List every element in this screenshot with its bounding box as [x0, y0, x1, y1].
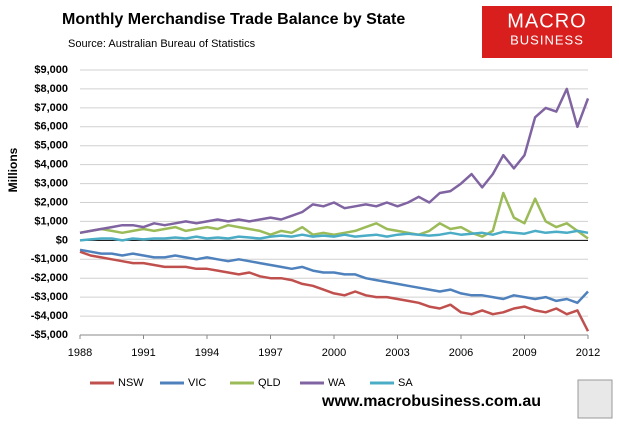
footer: www.macrobusiness.com.au — [321, 393, 541, 410]
x-tick-label: 2009 — [512, 347, 536, 359]
y-tick-label: $6,000 — [34, 121, 68, 133]
logo-box — [482, 6, 612, 58]
series-line — [79, 250, 590, 332]
legend-label: NSW — [118, 377, 144, 389]
x-tick-label: 2006 — [449, 347, 473, 359]
series-line — [79, 229, 589, 242]
x-tick-label: 2003 — [385, 347, 409, 359]
y-tick-label: -$5,000 — [31, 329, 68, 341]
x-tick-label: 2012 — [576, 347, 600, 359]
x-tick-label: 1994 — [195, 347, 219, 359]
y-tick-label: -$1,000 — [31, 253, 68, 265]
x-tick-label: 2000 — [322, 347, 346, 359]
y-tick-label: $1,000 — [34, 215, 68, 227]
x-tick-label: 1991 — [131, 347, 155, 359]
y-axis-label: Millions — [6, 147, 20, 192]
series-line — [79, 248, 589, 305]
y-tick-label: $3,000 — [34, 177, 68, 189]
y-tick-label: $9,000 — [34, 64, 68, 76]
y-tick-label: -$4,000 — [31, 310, 68, 322]
series-line — [79, 191, 589, 240]
y-tick-label: $7,000 — [34, 102, 68, 114]
legend-label: VIC — [188, 377, 206, 389]
series-line — [79, 87, 590, 235]
chart-subtitle: Source: Australian Bureau of Statistics — [68, 38, 256, 50]
chart-title: Monthly Merchandise Trade Balance by Sta… — [62, 11, 405, 28]
y-tick-label: $4,000 — [34, 159, 68, 171]
legend-label: WA — [328, 377, 346, 389]
logo-text: BUSINESS — [510, 32, 584, 47]
x-tick-label: 1997 — [258, 347, 282, 359]
x-tick-label: 1988 — [68, 347, 92, 359]
logo-icon — [577, 379, 613, 419]
legend-label: QLD — [258, 377, 281, 389]
logo-text: MACRO — [507, 10, 586, 32]
y-tick-label: $2,000 — [34, 196, 68, 208]
y-tick-label: $5,000 — [34, 140, 68, 152]
y-tick-label: $0 — [56, 234, 68, 246]
legend-label: SA — [398, 377, 413, 389]
y-tick-label: $8,000 — [34, 83, 68, 95]
y-tick-label: -$3,000 — [31, 291, 68, 303]
y-tick-label: -$2,000 — [31, 272, 68, 284]
